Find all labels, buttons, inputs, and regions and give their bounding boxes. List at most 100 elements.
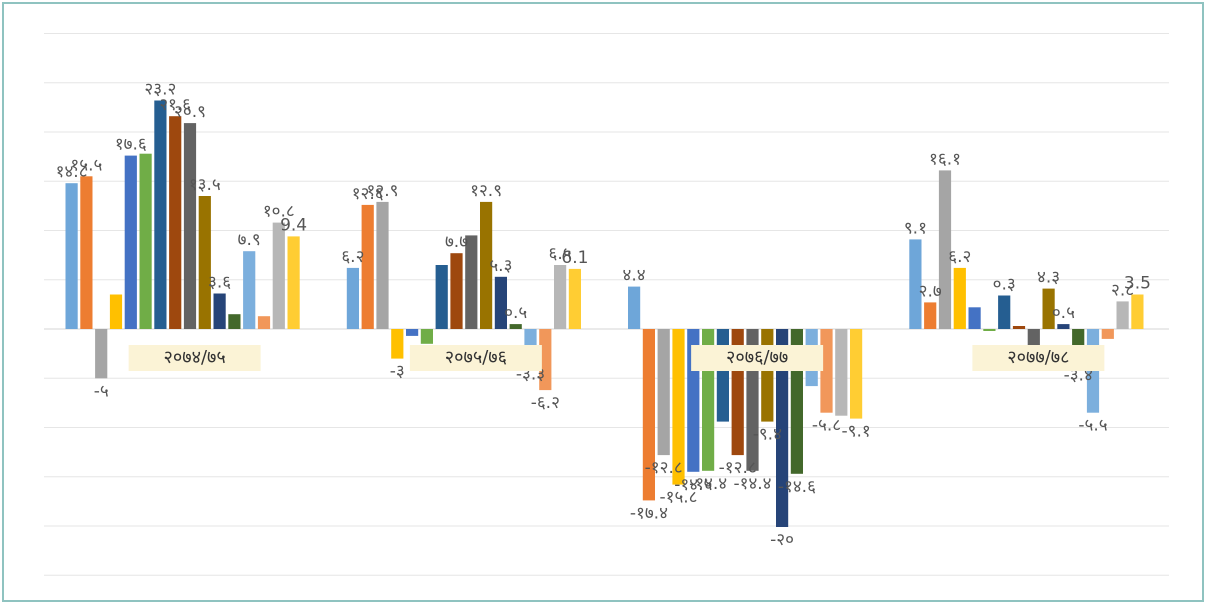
- bar: [1057, 324, 1070, 329]
- data-label: -९.४: [753, 425, 782, 445]
- data-label: १५.५: [70, 155, 102, 175]
- bar: [835, 329, 848, 416]
- bar: [257, 316, 271, 329]
- data-label: ६.५: [549, 244, 572, 264]
- data-label: ३.६: [208, 273, 231, 293]
- data-label: ४.४: [623, 266, 646, 286]
- data-label: ०.५: [504, 303, 527, 323]
- data-label: 6.1: [561, 248, 588, 268]
- category-label: २०७४/७५: [164, 347, 226, 368]
- data-label: १२.९: [470, 181, 502, 201]
- bar: [109, 294, 123, 329]
- bar: [761, 329, 774, 422]
- data-label: -५.८: [812, 416, 841, 436]
- data-label: ०.३: [993, 275, 1016, 295]
- bar: [139, 153, 152, 329]
- data-label: १२.६: [352, 184, 384, 204]
- category-label-bg: [972, 345, 1105, 371]
- bar: [406, 329, 419, 336]
- bar: [1042, 288, 1055, 329]
- bar: [228, 314, 241, 329]
- data-label: ६.२: [948, 247, 971, 267]
- data-label: २०.९: [174, 102, 206, 122]
- bar: [213, 293, 226, 329]
- data-label: -३: [390, 362, 405, 382]
- category-label-bg: [409, 345, 542, 371]
- data-label: -२०: [770, 530, 794, 550]
- bar: [554, 265, 567, 329]
- data-label: -१४.४: [689, 474, 727, 494]
- data-label: -६.२: [531, 393, 560, 413]
- data-label: ९.१: [904, 218, 927, 238]
- bar: [346, 267, 359, 329]
- data-label: ४.३: [1037, 268, 1060, 288]
- data-label: -१४.४: [733, 474, 771, 494]
- data-label: -५: [94, 381, 109, 401]
- data-label: ७.९: [238, 230, 261, 250]
- bar: [776, 329, 789, 527]
- data-label: १६.१: [929, 149, 961, 169]
- data-label: २१.६: [159, 95, 191, 115]
- data-label: १४.८: [56, 162, 88, 182]
- data-label: 3.5: [1124, 274, 1151, 294]
- data-label: -१२.८: [719, 458, 757, 478]
- data-label: ५.३: [489, 256, 512, 276]
- bars: [65, 100, 1144, 527]
- bar: [1101, 329, 1114, 339]
- data-label: ७.७: [445, 232, 468, 252]
- data-labels: १४.८१५.५ -५ १७.६ २३.२२१.६२०.९ १३.५ ३.६ ७.९१०.८…: [56, 80, 1151, 551]
- bar: [287, 236, 300, 329]
- bar: [272, 222, 285, 329]
- bar: [183, 123, 197, 329]
- bar: [642, 329, 655, 501]
- data-label: -५.५: [1078, 416, 1107, 436]
- bar: [909, 239, 922, 329]
- bar: [968, 307, 981, 329]
- data-label: १०.८: [263, 202, 295, 222]
- category-label: २०७५/७६: [445, 347, 507, 368]
- data-label: -१२.८: [645, 458, 683, 478]
- data-label: -१७.४: [630, 503, 668, 523]
- bar-chart: १४.८१५.५ -५ १७.६ २३.२२१.६२०.९ १३.५ ३.६ ७.९१०.८…: [44, 33, 1169, 576]
- data-label: १७.६: [115, 135, 147, 155]
- category-labels: २०७४/७५ २०७५/७६ २०७६/७७ २०७७/७८: [128, 345, 1105, 371]
- bar: [80, 176, 93, 329]
- bar: [850, 329, 863, 419]
- data-label: १२.९: [367, 181, 399, 201]
- category-label-bg: [128, 345, 261, 371]
- bar: [953, 267, 966, 329]
- data-label: ६.२: [341, 247, 364, 267]
- bar: [1027, 329, 1040, 346]
- bar: [924, 302, 937, 329]
- category-label-bg: [691, 345, 824, 371]
- bar: [198, 196, 211, 329]
- data-label: २.८: [1111, 280, 1134, 300]
- bar: [998, 295, 1011, 329]
- bar: [820, 329, 833, 413]
- bar: [361, 204, 374, 329]
- data-label: -९.१: [841, 422, 870, 442]
- bar: [539, 329, 552, 391]
- data-label: २३.२: [144, 80, 176, 100]
- bar: [95, 329, 108, 379]
- bar: [450, 253, 463, 329]
- bar: [983, 329, 996, 331]
- bar: [938, 170, 952, 329]
- data-label: १३.५: [189, 175, 221, 195]
- data-label: -१५.८: [659, 488, 697, 508]
- bar: [169, 116, 182, 329]
- bar: [391, 329, 404, 359]
- data-label: -१४.६: [778, 477, 816, 497]
- bar: [1116, 301, 1129, 329]
- bar: [420, 329, 433, 344]
- bar: [1131, 294, 1144, 329]
- bar: [65, 183, 78, 329]
- bar: [568, 268, 581, 329]
- data-label: 9.4: [280, 215, 307, 235]
- bar: [154, 100, 167, 329]
- data-label: -१४.५: [674, 475, 712, 495]
- data-label: ०.५: [1052, 303, 1075, 323]
- bar: [480, 201, 493, 329]
- bar: [124, 155, 137, 329]
